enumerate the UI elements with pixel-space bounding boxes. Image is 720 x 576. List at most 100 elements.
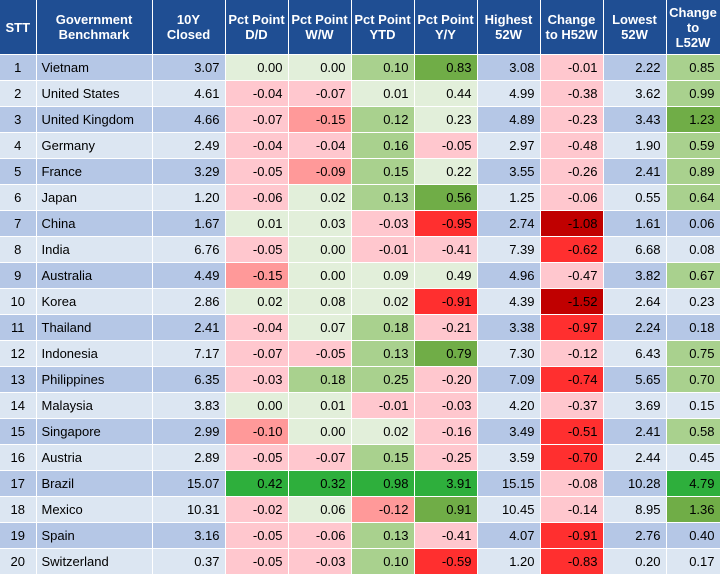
change-h52w-cell: -0.38 xyxy=(540,80,604,107)
pct-ytd-cell: 0.10 xyxy=(351,548,415,575)
pct-dd-cell: -0.05 xyxy=(225,548,289,575)
benchmark-cell: Switzerland xyxy=(36,548,153,575)
column-header-lowest-52w: Lowest 52W xyxy=(603,0,667,55)
lowest-52w-cell: 3.43 xyxy=(603,106,667,133)
pct-ww-cell: 0.02 xyxy=(288,184,352,211)
pct-yy-cell: 0.44 xyxy=(414,80,478,107)
change-h52w-cell: -0.62 xyxy=(540,236,604,263)
lowest-52w-cell: 2.41 xyxy=(603,158,667,185)
benchmark-cell: Vietnam xyxy=(36,54,153,81)
column-header-highest-52w: Highest 52W xyxy=(477,0,541,55)
pct-ytd-cell: 0.10 xyxy=(351,54,415,81)
pct-ytd-cell: 0.98 xyxy=(351,470,415,497)
stt-cell: 2 xyxy=(0,80,37,107)
column-header-change-l52w: Change to L52W xyxy=(666,0,720,55)
change-h52w-cell: -0.37 xyxy=(540,392,604,419)
change-l52w-cell: 0.45 xyxy=(666,444,720,471)
pct-yy-cell: -0.41 xyxy=(414,236,478,263)
lowest-52w-cell: 0.20 xyxy=(603,548,667,575)
closed-cell: 6.76 xyxy=(152,236,226,263)
benchmark-cell: Austria xyxy=(36,444,153,471)
column-header-pct-ww: Pct Point W/W xyxy=(288,0,352,55)
benchmark-cell: United States xyxy=(36,80,153,107)
table-row: 6 Japan 1.20 -0.06 0.02 0.13 0.56 1.25 -0.06 0.55… xyxy=(0,184,720,211)
pct-dd-cell: -0.05 xyxy=(225,522,289,549)
lowest-52w-cell: 2.76 xyxy=(603,522,667,549)
change-h52w-cell: -0.91 xyxy=(540,522,604,549)
pct-ytd-cell: 0.02 xyxy=(351,418,415,445)
change-h52w-cell: -0.14 xyxy=(540,496,604,523)
table-row: 8 India 6.76 -0.05 0.00 -0.01 -0.41 7.39 -0.62 6.… xyxy=(0,236,720,263)
pct-ytd-cell: 0.13 xyxy=(351,340,415,367)
pct-ytd-cell: 0.12 xyxy=(351,106,415,133)
pct-dd-cell: 0.42 xyxy=(225,470,289,497)
change-l52w-cell: 0.70 xyxy=(666,366,720,393)
pct-ww-cell: -0.09 xyxy=(288,158,352,185)
pct-dd-cell: -0.05 xyxy=(225,158,289,185)
pct-yy-cell: 0.49 xyxy=(414,262,478,289)
column-header-10y-closed: 10Y Closed xyxy=(152,0,226,55)
highest-52w-cell: 2.74 xyxy=(477,210,541,237)
pct-yy-cell: 0.79 xyxy=(414,340,478,367)
table-row: 15 Singapore 2.99 -0.10 0.00 0.02 -0.16 3.49 -0.… xyxy=(0,418,720,445)
pct-ww-cell: 0.00 xyxy=(288,262,352,289)
change-l52w-cell: 0.40 xyxy=(666,522,720,549)
pct-yy-cell: 0.83 xyxy=(414,54,478,81)
stt-cell: 3 xyxy=(0,106,37,133)
table-row: 17 Brazil 15.07 0.42 0.32 0.98 3.91 15.15 -0.08 1… xyxy=(0,470,720,497)
pct-dd-cell: -0.04 xyxy=(225,132,289,159)
pct-ytd-cell: 0.02 xyxy=(351,288,415,315)
change-h52w-cell: -0.51 xyxy=(540,418,604,445)
pct-ww-cell: -0.07 xyxy=(288,80,352,107)
change-l52w-cell: 0.89 xyxy=(666,158,720,185)
pct-dd-cell: -0.10 xyxy=(225,418,289,445)
pct-ytd-cell: 0.18 xyxy=(351,314,415,341)
pct-dd-cell: -0.04 xyxy=(225,314,289,341)
change-l52w-cell: 0.18 xyxy=(666,314,720,341)
table-row: 9 Australia 4.49 -0.15 0.00 0.09 0.49 4.96 -0.47… xyxy=(0,262,720,289)
pct-dd-cell: -0.15 xyxy=(225,262,289,289)
closed-cell: 4.66 xyxy=(152,106,226,133)
pct-ww-cell: 0.06 xyxy=(288,496,352,523)
table-row: 20 Switzerland 0.37 -0.05 -0.03 0.10 -0.59 1.20… xyxy=(0,548,720,575)
stt-cell: 7 xyxy=(0,210,37,237)
highest-52w-cell: 2.97 xyxy=(477,132,541,159)
change-h52w-cell: -0.12 xyxy=(540,340,604,367)
table-row: 3 United Kingdom 4.66 -0.07 -0.15 0.12 0.23 4.8… xyxy=(0,106,720,133)
pct-ytd-cell: 0.13 xyxy=(351,522,415,549)
pct-yy-cell: -0.20 xyxy=(414,366,478,393)
highest-52w-cell: 10.45 xyxy=(477,496,541,523)
pct-ytd-cell: 0.01 xyxy=(351,80,415,107)
pct-yy-cell: 0.22 xyxy=(414,158,478,185)
benchmark-cell: Malaysia xyxy=(36,392,153,419)
lowest-52w-cell: 3.82 xyxy=(603,262,667,289)
pct-ytd-cell: -0.01 xyxy=(351,392,415,419)
pct-yy-cell: 0.91 xyxy=(414,496,478,523)
pct-ytd-cell: -0.01 xyxy=(351,236,415,263)
change-l52w-cell: 4.79 xyxy=(666,470,720,497)
stt-cell: 19 xyxy=(0,522,37,549)
highest-52w-cell: 4.96 xyxy=(477,262,541,289)
pct-ww-cell: 0.08 xyxy=(288,288,352,315)
change-l52w-cell: 0.64 xyxy=(666,184,720,211)
benchmark-cell: Singapore xyxy=(36,418,153,445)
change-l52w-cell: 1.36 xyxy=(666,496,720,523)
highest-52w-cell: 4.99 xyxy=(477,80,541,107)
column-header-stt: STT xyxy=(0,0,37,55)
closed-cell: 2.99 xyxy=(152,418,226,445)
change-l52w-cell: 0.08 xyxy=(666,236,720,263)
change-h52w-cell: -0.06 xyxy=(540,184,604,211)
pct-ww-cell: 0.03 xyxy=(288,210,352,237)
pct-ww-cell: 0.18 xyxy=(288,366,352,393)
pct-yy-cell: -0.21 xyxy=(414,314,478,341)
pct-ww-cell: -0.06 xyxy=(288,522,352,549)
pct-ww-cell: -0.04 xyxy=(288,132,352,159)
lowest-52w-cell: 2.44 xyxy=(603,444,667,471)
table-row: 11 Thailand 2.41 -0.04 0.07 0.18 -0.21 3.38 -0.9… xyxy=(0,314,720,341)
pct-ww-cell: -0.15 xyxy=(288,106,352,133)
change-l52w-cell: 1.23 xyxy=(666,106,720,133)
pct-ww-cell: 0.00 xyxy=(288,54,352,81)
highest-52w-cell: 4.89 xyxy=(477,106,541,133)
benchmark-cell: China xyxy=(36,210,153,237)
closed-cell: 2.86 xyxy=(152,288,226,315)
